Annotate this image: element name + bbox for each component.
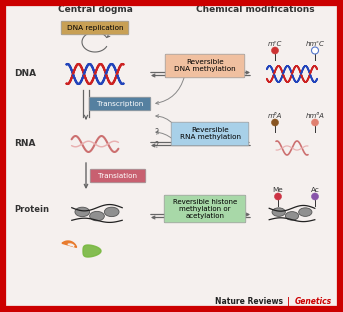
Text: mᶜC: mᶜC [268,41,282,47]
FancyBboxPatch shape [90,169,146,183]
FancyBboxPatch shape [165,54,245,78]
Text: DNA: DNA [14,70,36,79]
Text: hmᶜC: hmᶜC [306,41,324,47]
Text: ?: ? [154,141,158,150]
Text: Translation: Translation [98,173,138,179]
Text: |: | [286,298,289,306]
Circle shape [311,47,319,54]
Text: RNA: RNA [14,139,35,149]
Text: Central dogma: Central dogma [58,6,132,14]
FancyBboxPatch shape [171,122,249,146]
Ellipse shape [299,208,312,217]
Polygon shape [83,245,101,257]
FancyBboxPatch shape [61,21,129,35]
Text: Reversible histone
methylation or
acetylation: Reversible histone methylation or acetyl… [173,199,237,219]
Text: m⁶A: m⁶A [268,113,282,119]
Text: Genetics: Genetics [295,298,332,306]
Polygon shape [68,244,74,246]
Ellipse shape [90,211,104,221]
Text: Transcription: Transcription [97,101,143,107]
Text: Nature Reviews: Nature Reviews [215,298,283,306]
Polygon shape [62,241,76,247]
Circle shape [272,119,279,126]
Circle shape [272,47,279,54]
Circle shape [311,119,319,126]
Ellipse shape [285,212,299,220]
Ellipse shape [272,208,285,217]
Text: Me: Me [273,187,283,193]
Text: DNA replication: DNA replication [67,25,123,31]
FancyBboxPatch shape [164,195,246,223]
Text: Reversible
DNA methylation: Reversible DNA methylation [174,60,236,72]
FancyBboxPatch shape [89,97,151,111]
Text: Protein: Protein [14,206,49,215]
Ellipse shape [104,207,119,217]
Text: ?: ? [154,128,158,137]
Text: hm⁶A: hm⁶A [306,113,324,119]
Circle shape [274,193,282,200]
Text: Ac: Ac [310,187,319,193]
Text: Reversible
RNA methylation: Reversible RNA methylation [179,128,240,140]
Ellipse shape [75,207,90,217]
Text: Chemical modifications: Chemical modifications [196,6,314,14]
Circle shape [311,193,319,200]
